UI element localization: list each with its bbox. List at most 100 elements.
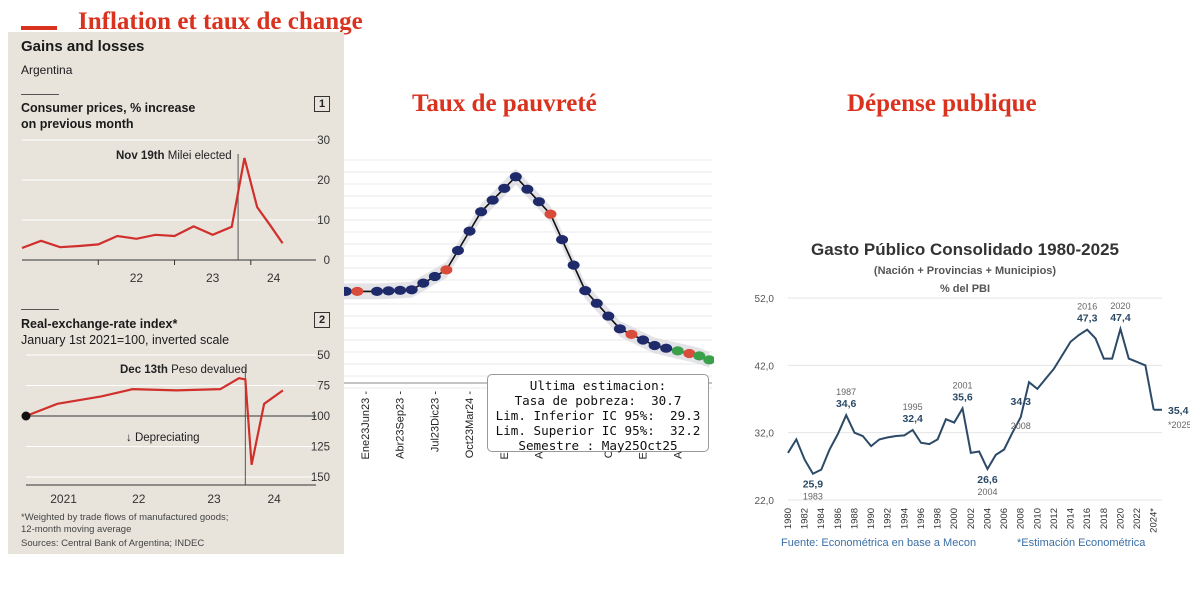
gasto-value-label: 34,6 (836, 398, 857, 410)
gasto-xtick-label: 2014 (1066, 508, 1077, 529)
poverty-point (613, 324, 626, 334)
box-line-4: Lim. Superior IC 95%: 32.2 (495, 423, 701, 438)
gasto-xtick-label: 1996 (916, 508, 927, 529)
rer-xtick-label: 2021 (50, 492, 77, 505)
gasto-year-label: 2020 (1110, 301, 1130, 311)
poverty-point (371, 286, 383, 296)
left-section-title: Inflation et taux de change (78, 8, 363, 35)
box-line-1: Ultima estimacion: (529, 378, 667, 393)
rer-ytick-label: 75 (317, 381, 330, 393)
rer-ytick-label: 125 (311, 442, 330, 454)
gasto-estimate-note: *Estimación Econométrica (1017, 537, 1146, 549)
poverty-xtick-label: Abr23Sep23 - (395, 391, 407, 459)
chart1-badge: 1 (314, 96, 330, 112)
gasto-year-label: 1987 (836, 387, 856, 397)
poverty-point (544, 209, 557, 219)
rer-xtick-label: 24 (267, 492, 281, 505)
gasto-year-label: 2016 (1077, 302, 1097, 312)
cpi-ytick-label: 10 (317, 215, 330, 227)
gasto-xtick-label: 2016 (1082, 508, 1093, 529)
chart2-title-line1: Real-exchange-rate index* (21, 317, 178, 331)
rer-chart: Dec 13th Peso devalued ↓ Depreciating 50… (21, 350, 330, 505)
gasto-xtick-label: 1990 (866, 508, 877, 529)
gasto-title: Gasto Público Consolidado 1980-2025 (811, 240, 1119, 259)
gasto-year-label: 1983 (803, 492, 823, 502)
gasto-value-label: 25,9 (803, 479, 824, 491)
gasto-xtick-label: 2012 (1049, 508, 1060, 529)
rer-ytick-label: 150 (311, 472, 330, 484)
rer-xtick-label: 23 (207, 492, 221, 505)
gasto-value-label: 32,4 (902, 413, 923, 425)
poverty-confidence-band (344, 168, 710, 368)
poverty-point (556, 235, 569, 245)
box-line-3: Lim. Inferior IC 95%: 29.3 (495, 408, 701, 423)
rer-annotation: Dec 13th Peso devalued (120, 364, 247, 376)
economist-note2: 12-month moving average (21, 524, 132, 535)
gasto-xtick-label: 2024* (1149, 508, 1160, 533)
gasto-xtick-label: 2000 (949, 508, 960, 529)
gasto-year-label: 2004 (977, 487, 997, 497)
economist-panel (8, 32, 344, 554)
gasto-value-label: 26,6 (977, 474, 998, 486)
right-section-title: Dépense publique (847, 90, 1037, 117)
economist-headline: Gains and losses (21, 38, 145, 55)
economist-note1: *Weighted by trade flows of manufactured… (21, 512, 229, 523)
poverty-point (660, 343, 673, 353)
poverty-point (394, 285, 407, 295)
poverty-point (625, 329, 638, 339)
poverty-point (703, 355, 714, 365)
cpi-chart: Nov 19th Milei elected 30 20 10 0 22 23 24 (21, 135, 330, 285)
poverty-point (417, 278, 430, 288)
poverty-point (428, 271, 441, 282)
rer-ytick-label: 50 (317, 350, 330, 362)
poverty-point (532, 197, 545, 207)
poverty-point (693, 351, 706, 361)
gasto-xtick-label: 2004 (982, 508, 993, 529)
gasto-xtick-label: 1998 (933, 508, 944, 529)
box-line-2: Tasa de pobreza: 30.7 (514, 393, 682, 408)
gasto-year-label: 2001 (953, 380, 973, 390)
poverty-point (521, 184, 534, 194)
gasto-value-label: 47,4 (1110, 312, 1131, 324)
poverty-point (648, 340, 661, 351)
gasto-unit: % del PBI (939, 283, 991, 295)
gasto-ytick-label: 32,0 (755, 429, 775, 440)
rer-start-dot (21, 411, 31, 421)
gasto-value-label: 35,4 (1168, 405, 1189, 417)
gasto-subtitle: (Nación + Provincias + Municipios) (873, 265, 1057, 277)
box-line-5: Semestre : May25Oct25 (518, 438, 678, 453)
title-accent-bar (21, 26, 57, 30)
poverty-chart: Ene23Jun23 - Abr23Sep23 - Jul23Dic23 - Oct2… (344, 159, 714, 460)
gasto-xtick-label: 1982 (800, 508, 811, 529)
gasto-xtick-label: 1988 (849, 508, 860, 529)
gasto-xtick-label: 2022 (1132, 508, 1143, 529)
cpi-annotation: Nov 19th Milei elected (116, 150, 232, 162)
poverty-point (440, 265, 453, 275)
poverty-point (683, 348, 696, 359)
gasto-xtick-label: 1994 (899, 508, 910, 529)
poverty-point (382, 286, 395, 296)
cpi-series-line (21, 157, 284, 250)
gasto-year-label: *2025 (1168, 420, 1190, 430)
cpi-xtick-label: 23 (206, 271, 220, 285)
economist-country: Argentina (21, 63, 73, 77)
poverty-point (463, 226, 476, 236)
gasto-ytick-label: 52,0 (755, 294, 775, 305)
rer-series-line (25, 377, 284, 466)
gasto-source: Fuente: Econométrica en base a Mecon (781, 537, 977, 549)
gasto-value-label: 34,3 (1010, 396, 1031, 408)
poverty-point (405, 285, 418, 295)
gasto-xtick-label: 2018 (1099, 508, 1110, 529)
gasto-xtick-label: 2008 (1016, 508, 1027, 529)
poverty-point (351, 286, 364, 296)
gasto-chart: 52,0 42,0 32,0 22,0 1980 1982 1984 1986 1988 199… (755, 294, 1190, 533)
rer-xtick-label: 22 (132, 492, 146, 505)
gasto-xtick-label: 1984 (816, 508, 827, 529)
gasto-value-label: 35,6 (952, 391, 973, 403)
chart1-rule (21, 94, 59, 95)
poverty-point (567, 260, 580, 270)
poverty-xtick-label: Oct23Mar24 - (464, 391, 476, 459)
poverty-point (590, 298, 603, 308)
gasto-xtick-label: 1992 (883, 508, 894, 529)
cpi-xtick-label: 24 (267, 271, 281, 285)
